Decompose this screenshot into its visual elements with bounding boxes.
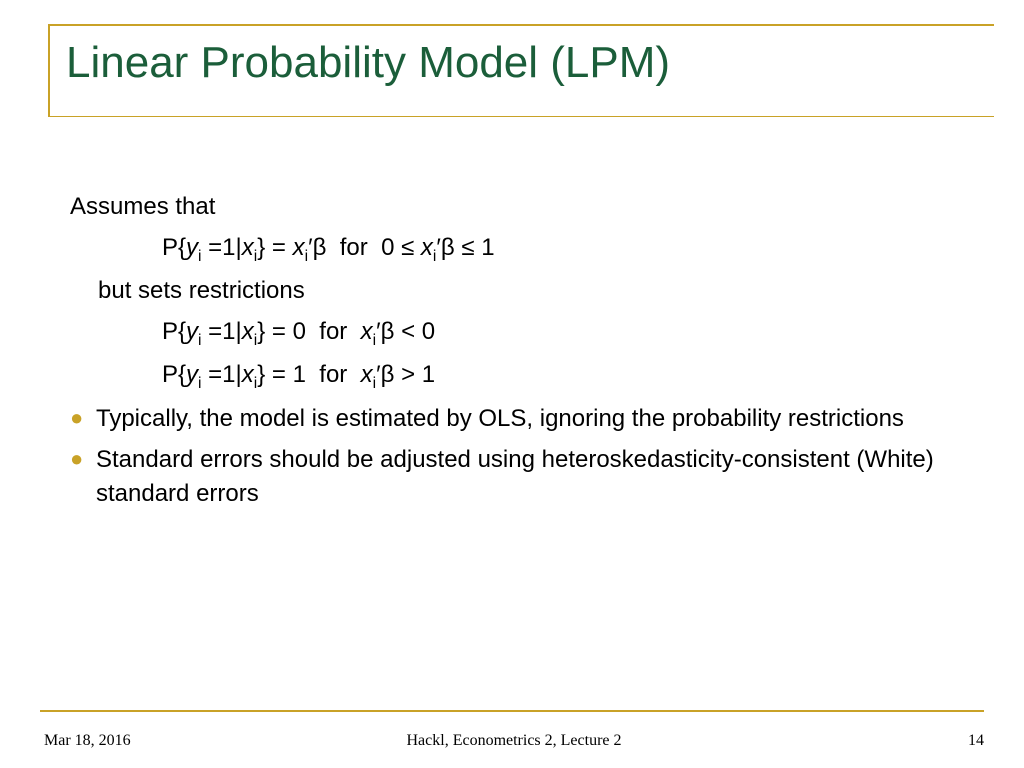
footer: Mar 18, 2016 Hackl, Econometrics 2, Lect… [44, 732, 984, 750]
body-line-assumes: Assumes that [70, 190, 974, 225]
body-equation-2: P{yi =1|xi} = 0 for xi′β < 0 [70, 315, 974, 352]
slide: Linear Probability Model (LPM) Assumes t… [0, 0, 1024, 768]
title-underline [48, 116, 994, 117]
body-equation-1: P{yi =1|xi} = xi′β for 0 ≤ xi′β ≤ 1 [70, 231, 974, 268]
slide-title: Linear Probability Model (LPM) [66, 38, 984, 88]
footer-date: Mar 18, 2016 [44, 732, 131, 750]
footer-center: Hackl, Econometrics 2, Lecture 2 [44, 732, 984, 750]
title-left-bar [48, 24, 50, 116]
bullet-text-2: Standard errors should be adjusted using… [96, 443, 974, 513]
body-equation-3: P{yi =1|xi} = 1 for xi′β > 1 [70, 358, 974, 395]
footer-page-number: 14 [968, 732, 984, 750]
bullet-item-1: ● Typically, the model is estimated by O… [70, 402, 974, 437]
slide-body: Assumes that P{yi =1|xi} = xi′β for 0 ≤ … [70, 190, 974, 518]
body-line-restrictions: but sets restrictions [70, 274, 974, 309]
top-rule [48, 24, 994, 26]
bullet-dot-icon: ● [70, 402, 96, 437]
bullet-item-2: ● Standard errors should be adjusted usi… [70, 443, 974, 513]
bullet-text-1: Typically, the model is estimated by OLS… [96, 402, 974, 437]
bullet-dot-icon: ● [70, 443, 96, 513]
bottom-rule [40, 710, 984, 712]
